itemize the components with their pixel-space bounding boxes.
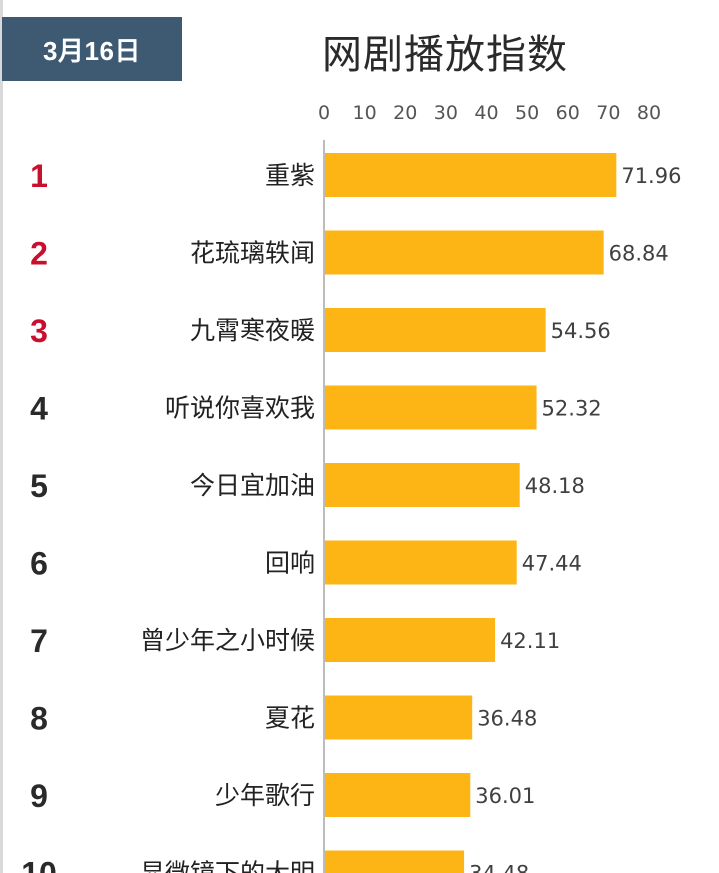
category-label: 回响	[265, 549, 315, 578]
x-tick-label: 30	[434, 102, 458, 124]
bar	[325, 540, 517, 585]
chart-row: 6 回响 47.44	[30, 540, 582, 585]
chart-row: 9 少年歌行 36.01	[30, 773, 535, 817]
bar	[325, 773, 471, 817]
data-label: 36.01	[475, 784, 535, 808]
chart-row: 3 九霄寒夜暖 54.56	[30, 308, 611, 352]
bar	[325, 463, 520, 507]
chart-row: 8 夏花 36.48	[30, 695, 537, 740]
rank-label: 2	[30, 236, 48, 272]
chart-row: 10 显微镜下的大明 34.48	[21, 850, 529, 873]
category-label: 九霄寒夜暖	[190, 316, 315, 345]
data-label: 48.18	[525, 474, 585, 498]
rank-label: 10	[21, 856, 57, 873]
data-label: 54.56	[551, 319, 611, 343]
category-label: 曾少年之小时候	[140, 626, 315, 655]
data-label: 36.48	[477, 707, 537, 731]
x-tick-label: 50	[515, 102, 539, 124]
bar	[325, 308, 546, 352]
data-label: 52.32	[542, 397, 602, 421]
rank-label: 6	[30, 546, 48, 582]
category-label: 今日宜加油	[190, 471, 315, 500]
category-label: 重紫	[265, 161, 315, 190]
chart-row: 1 重紫 71.96	[30, 153, 681, 197]
x-tick-label: 80	[637, 102, 661, 124]
rank-label: 7	[30, 623, 48, 659]
x-tick-label: 0	[318, 102, 330, 124]
rank-label: 4	[30, 391, 48, 427]
bar	[325, 618, 496, 662]
chart-row: 5 今日宜加油 48.18	[30, 463, 585, 507]
x-tick-label: 70	[596, 102, 620, 124]
chart-row: 2 花琉璃轶闻 68.84	[30, 230, 669, 275]
chart-row: 7 曾少年之小时候 42.11	[30, 618, 560, 662]
bar	[325, 385, 537, 430]
category-label: 显微镜下的大明	[140, 859, 315, 873]
data-label: 34.48	[469, 862, 529, 873]
data-label: 42.11	[500, 629, 560, 653]
bar	[325, 850, 465, 873]
rank-label: 5	[30, 468, 48, 504]
x-tick-label: 60	[556, 102, 580, 124]
bar	[325, 695, 473, 740]
category-label: 花琉璃轶闻	[190, 239, 315, 268]
chart-rows: 1 重紫 71.96 2 花琉璃轶闻 68.84 3 九霄寒夜暖 54.56 4 听说你喜欢我 52.…	[21, 153, 681, 873]
data-label: 68.84	[609, 242, 669, 266]
x-axis-ticks: 0 10 20 30 40 50 60 70 80	[318, 102, 661, 124]
category-label: 听说你喜欢我	[165, 394, 315, 423]
data-label: 47.44	[522, 552, 582, 576]
x-tick-label: 40	[474, 102, 498, 124]
x-tick-label: 10	[353, 102, 377, 124]
bar	[325, 153, 617, 197]
date-badge: 3月16日	[2, 17, 182, 81]
rank-label: 9	[30, 778, 48, 814]
category-label: 少年歌行	[215, 781, 315, 810]
rank-label: 3	[30, 313, 48, 349]
category-label: 夏花	[265, 704, 315, 733]
rank-label: 1	[30, 158, 48, 194]
rank-label: 8	[30, 701, 48, 737]
bar	[325, 230, 604, 275]
chart-title: 网剧播放指数	[322, 32, 568, 78]
x-tick-label: 20	[393, 102, 417, 124]
chart-row: 4 听说你喜欢我 52.32	[30, 385, 602, 430]
data-label: 71.96	[621, 164, 681, 188]
frame-border	[0, 0, 3, 873]
